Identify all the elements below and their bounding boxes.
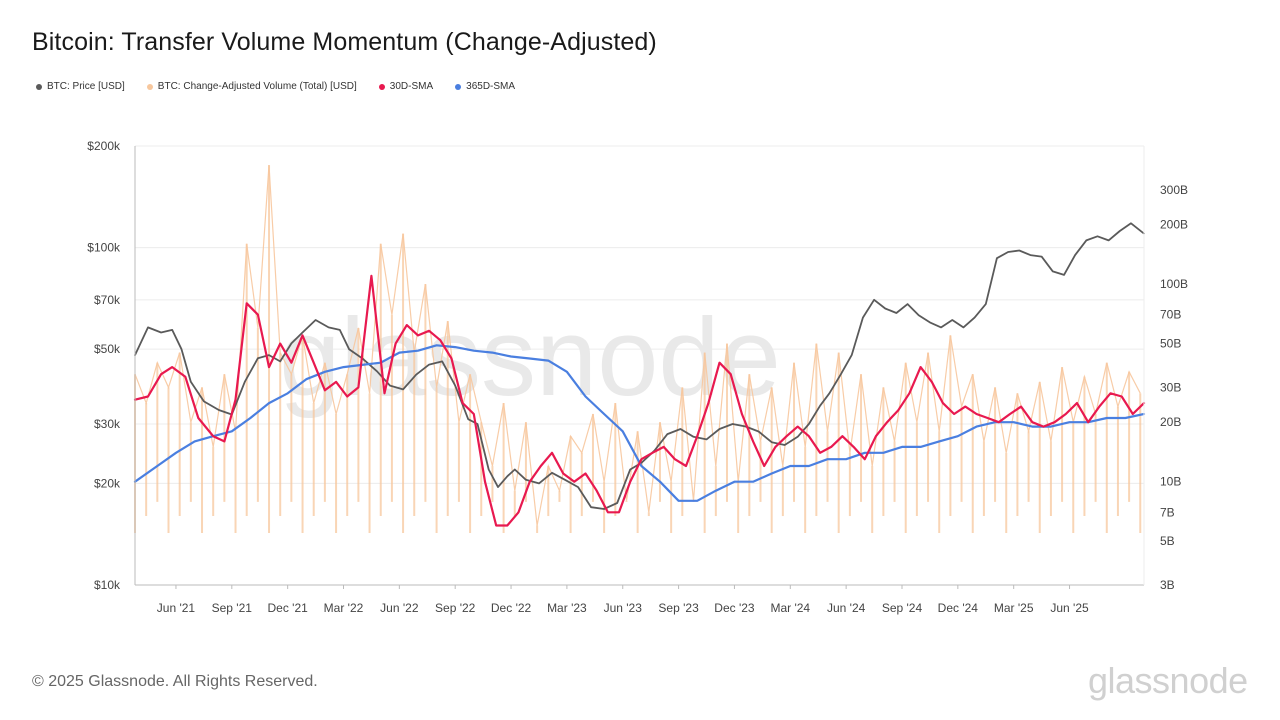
y-left-tick-label: $10k: [94, 578, 121, 592]
x-tick-label: Mar '22: [324, 601, 364, 615]
x-tick-label: Jun '23: [604, 601, 643, 615]
y-right-tick-label: 100B: [1160, 277, 1188, 291]
x-tick-label: Dec '23: [714, 601, 755, 615]
x-tick-label: Dec '21: [267, 601, 308, 615]
x-tick-label: Mar '24: [770, 601, 810, 615]
y-right-tick-label: 5B: [1160, 534, 1175, 548]
x-tick-label: Jun '24: [827, 601, 866, 615]
y-right-tick-label: 30B: [1160, 380, 1181, 394]
y-right-tick-label: 50B: [1160, 337, 1181, 351]
y-right-tick-label: 300B: [1160, 183, 1188, 197]
legend-dot-30d-sma: [378, 83, 385, 90]
x-tick-label: Mar '23: [547, 601, 587, 615]
price-series-line: [134, 222, 1145, 510]
y-left-tick-label: $70k: [94, 293, 121, 307]
legend-label-365d-sma: 365D-SMA: [466, 81, 516, 92]
volume-series: [134, 165, 1142, 533]
x-tick-label: Sep '22: [435, 601, 476, 615]
legend: BTC: Price [USD] BTC: Change-Adjusted Vo…: [36, 81, 537, 92]
y-left-tick-label: $20k: [94, 476, 121, 490]
x-tick-label: Dec '24: [938, 601, 979, 615]
x-tick-label: Mar '25: [994, 601, 1034, 615]
y-right-tick-label: 70B: [1160, 308, 1181, 322]
y-right-tick-label: 20B: [1160, 415, 1181, 429]
x-tick-label: Sep '23: [658, 601, 699, 615]
legend-item-30d-sma[interactable]: 30D-SMA: [378, 81, 434, 92]
y-left-tick-label: $30k: [94, 417, 121, 431]
legend-item-price[interactable]: BTC: Price [USD]: [36, 81, 125, 92]
sma365-series-line: [133, 344, 1146, 502]
y-left-tick-label: $200k: [87, 139, 121, 153]
y-left-tick-label: $50k: [94, 342, 121, 356]
legend-label-volume: BTC: Change-Adjusted Volume (Total) [USD…: [157, 81, 357, 92]
x-tick-label: Sep '24: [882, 601, 923, 615]
y-right-tick-label: 3B: [1160, 578, 1175, 592]
copyright-footer: © 2025 Glassnode. All Rights Reserved.: [32, 673, 318, 690]
legend-label-30d-sma: 30D-SMA: [389, 81, 434, 92]
axes: $200k $100k $70k $50k $30k $20k $10k 300B 200B 10…: [87, 139, 1188, 615]
legend-dot-365d-sma: [455, 83, 462, 90]
legend-item-volume[interactable]: BTC: Change-Adjusted Volume (Total) [USD…: [146, 81, 357, 92]
x-tick-label: Sep '21: [212, 601, 253, 615]
x-tick-label: Jun '25: [1050, 601, 1089, 615]
x-tick-label: Jun '21: [157, 601, 196, 615]
brand-logo: glassnode: [1088, 660, 1248, 701]
y-right-tick-label: 10B: [1160, 475, 1181, 489]
legend-dot-volume: [146, 83, 153, 90]
legend-item-365d-sma[interactable]: 365D-SMA: [455, 81, 515, 92]
y-left-tick-label: $100k: [87, 241, 121, 255]
y-right-tick-label: 200B: [1160, 218, 1188, 232]
x-tick-label: Jun '22: [380, 601, 419, 615]
y-right-tick-label: 7B: [1160, 505, 1175, 519]
x-tick-label: Dec '22: [491, 601, 532, 615]
sma30-series-line: [133, 274, 1146, 527]
line-series: [133, 222, 1146, 527]
legend-label-price: BTC: Price [USD]: [47, 81, 125, 92]
chart-title: Bitcoin: Transfer Volume Momentum (Chang…: [32, 28, 657, 56]
legend-dot-price: [36, 83, 42, 90]
